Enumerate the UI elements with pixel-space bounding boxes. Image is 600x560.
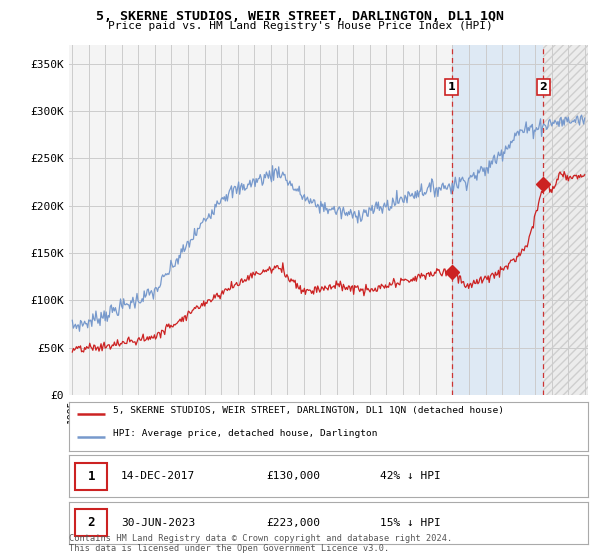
Text: £130,000: £130,000 bbox=[266, 472, 320, 481]
Bar bbox=[452, 45, 544, 395]
Text: 2: 2 bbox=[539, 82, 547, 92]
Text: 42% ↓ HPI: 42% ↓ HPI bbox=[380, 472, 441, 481]
Text: 30-JUN-2023: 30-JUN-2023 bbox=[121, 518, 195, 528]
Text: HPI: Average price, detached house, Darlington: HPI: Average price, detached house, Darl… bbox=[113, 429, 377, 438]
FancyBboxPatch shape bbox=[75, 509, 107, 536]
Text: 5, SKERNE STUDIOS, WEIR STREET, DARLINGTON, DL1 1QN (detached house): 5, SKERNE STUDIOS, WEIR STREET, DARLINGT… bbox=[113, 406, 504, 415]
Text: 15% ↓ HPI: 15% ↓ HPI bbox=[380, 518, 441, 528]
Text: £223,000: £223,000 bbox=[266, 518, 320, 528]
FancyBboxPatch shape bbox=[75, 463, 107, 490]
Text: 5, SKERNE STUDIOS, WEIR STREET, DARLINGTON, DL1 1QN: 5, SKERNE STUDIOS, WEIR STREET, DARLINGT… bbox=[96, 10, 504, 23]
Text: Contains HM Land Registry data © Crown copyright and database right 2024.
This d: Contains HM Land Registry data © Crown c… bbox=[69, 534, 452, 553]
Text: 1: 1 bbox=[448, 82, 455, 92]
Text: Price paid vs. HM Land Registry's House Price Index (HPI): Price paid vs. HM Land Registry's House … bbox=[107, 21, 493, 31]
Text: 14-DEC-2017: 14-DEC-2017 bbox=[121, 472, 195, 481]
Text: 1: 1 bbox=[88, 470, 95, 483]
Bar bbox=[544, 45, 588, 395]
Text: 2: 2 bbox=[88, 516, 95, 529]
